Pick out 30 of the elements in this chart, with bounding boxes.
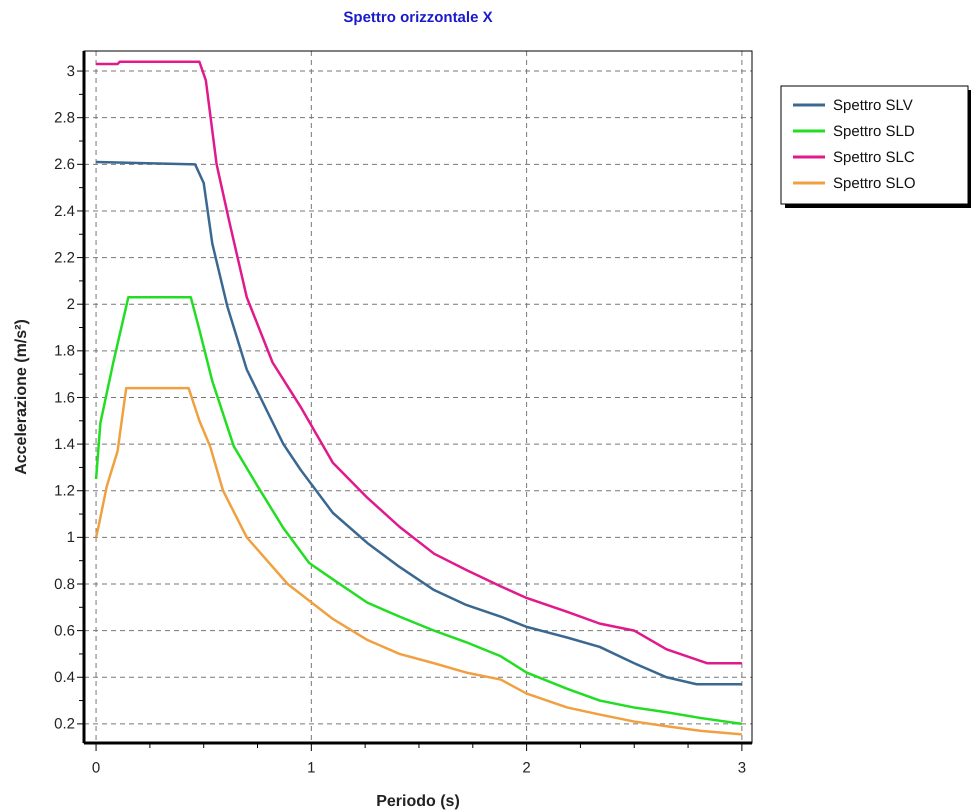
y-tick-label: 0.2 bbox=[54, 716, 75, 733]
line-series bbox=[94, 60, 744, 665]
y-tick-label: 2.2 bbox=[54, 249, 75, 266]
x-tick-label: 0 bbox=[92, 760, 100, 776]
legend-label: Spettro SLC bbox=[833, 149, 915, 166]
y-tick-label: 2 bbox=[66, 296, 75, 314]
y-tick-label: 1.2 bbox=[54, 482, 75, 500]
line-series bbox=[94, 386, 744, 736]
line-series bbox=[94, 296, 744, 726]
y-axis-title: Accelerazione (m/s²) bbox=[13, 319, 30, 475]
legend-label: Spettro SLV bbox=[833, 97, 913, 114]
y-tick-label: 1 bbox=[66, 529, 75, 546]
legend-label: Spettro SLD bbox=[833, 123, 915, 140]
chart-title: Spettro orizzontale X bbox=[343, 9, 493, 26]
y-tick-label: 0.6 bbox=[54, 622, 75, 640]
y-tick-label: 2.4 bbox=[54, 202, 75, 220]
y-tick-label: 2.8 bbox=[54, 109, 75, 126]
y-tick-label: 1.8 bbox=[54, 342, 75, 360]
y-tick-label: 0.8 bbox=[54, 576, 75, 593]
legend-label: Spettro SLO bbox=[833, 175, 916, 192]
x-tick-label: 2 bbox=[522, 760, 531, 776]
y-tick-label: 3 bbox=[66, 62, 75, 80]
y-tick-label: 2.6 bbox=[54, 156, 75, 174]
y-tick-label: 0.4 bbox=[54, 669, 75, 686]
x-axis-title: Periodo (s) bbox=[376, 793, 460, 810]
x-tick-label: 1 bbox=[307, 760, 316, 776]
line-series bbox=[94, 160, 744, 686]
y-tick-label: 1.6 bbox=[54, 389, 75, 406]
y-tick-label: 1.4 bbox=[54, 436, 75, 453]
x-tick-label: 3 bbox=[738, 760, 746, 776]
